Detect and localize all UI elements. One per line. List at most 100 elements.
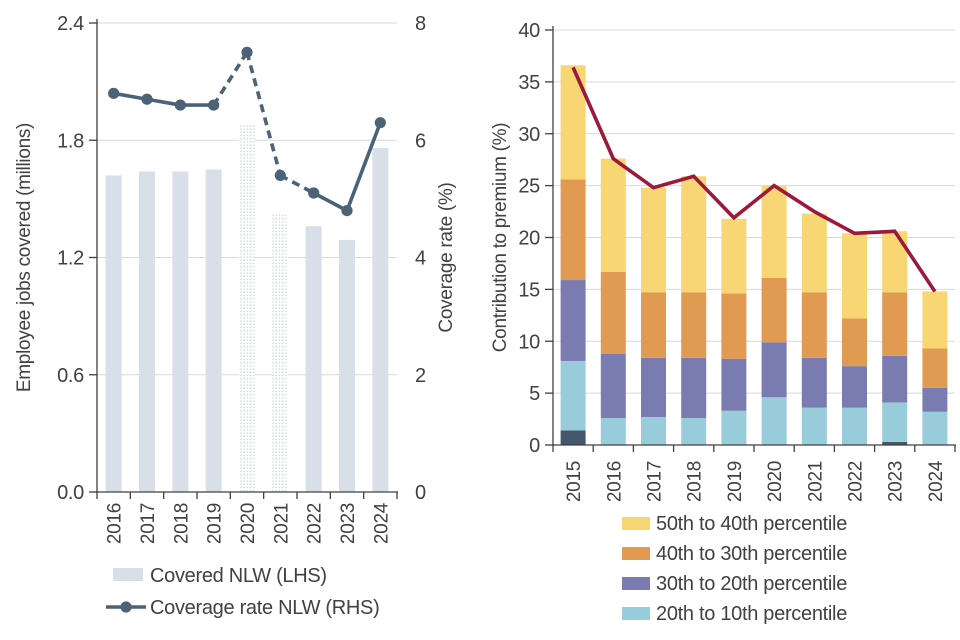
stack-seg-2024-s1 [922,411,948,445]
stack-seg-2022-s3 [842,318,867,367]
x-category-label: 2022 [305,503,326,544]
line-point-2020 [241,46,253,58]
x-category-label: 2016 [105,503,126,544]
bar-2016 [105,175,122,493]
stack-seg-2022-s2 [842,366,867,408]
x-category-label: 2021 [271,503,292,544]
x-category-label: 2020 [238,503,259,544]
stack-seg-2020-s3 [761,277,787,343]
x-category-label: 2015 [564,461,585,502]
x-category-label: 2024 [371,502,392,544]
y-tick-label: 10 [518,331,540,353]
x-category-label: 2024 [926,460,947,502]
legend-swatch [622,517,650,530]
stack-seg-2015-s1 [560,360,586,431]
stack-seg-2023-s4 [882,231,908,293]
stack-seg-2018-s3 [681,292,707,358]
premium-line [571,66,937,293]
stack-seg-2020-s2 [761,342,787,398]
y-axis-title-right: Coverage rate (%) [436,182,457,332]
line-point-2022 [308,187,320,199]
y-tick-label: 40 [518,20,540,42]
bar-2022 [305,226,322,492]
legend-swatch [622,607,650,620]
stack-seg-2018-s1 [681,418,707,445]
y-tick-label: 30 [518,124,540,146]
bar-2021 [272,214,289,492]
stack-seg-2017-s4 [641,187,666,293]
x-category-label: 2023 [338,503,359,544]
x-category-label: 2020 [765,461,786,502]
y-tick-label-left: 0.6 [57,365,84,387]
y-tick-label-left: 2.4 [57,13,84,35]
x-category-label: 2017 [645,461,666,502]
stack-seg-2016-s1 [600,418,626,445]
stack-seg-2016-s4 [600,158,626,272]
stack-seg-2019-s4 [721,218,747,294]
x-category-label: 2018 [171,503,192,544]
stack-seg-2023-s3 [882,292,908,356]
stack-seg-2021-s4 [801,213,827,293]
line-point-2024 [374,117,386,129]
coverage-line-segment [279,173,315,195]
y-tick-label: 0 [529,435,540,457]
y-axis-title-left: Employee jobs covered (millions) [14,123,35,392]
line-point-2021 [274,169,286,182]
x-category-label: 2016 [604,461,625,502]
stack-seg-2022-s1 [842,407,867,445]
stack-seg-2017-s1 [641,416,666,445]
left-legend: Covered NLW (LHS) Coverage rate NLW (RHS) [106,565,380,619]
legend-line-dot [120,601,132,613]
stack-seg-2020-s1 [761,397,787,445]
coverage-line-segment [345,122,383,212]
legend-swatch-bar [113,568,143,581]
legend-swatch [622,547,650,560]
y-tick-label-right: 2 [415,365,426,387]
coverage-line-segment [113,91,148,101]
coverage-line-segment [146,97,181,107]
stack-seg-2018-s4 [681,176,707,293]
stack-seg-2024-s2 [922,387,948,412]
bar-2018 [172,171,189,492]
legend-label: Coverage rate NLW (RHS) [150,597,379,619]
x-category-label: 2017 [138,503,159,544]
left-chart: 0.0 0.6 1.2 1.8 2.4 0 2 4 6 8 2016 2017 2018 2019 2020… [14,13,457,619]
x-category-label: 2023 [886,461,907,502]
stack-seg-2015-s4 [560,65,586,180]
bar-2024 [372,148,389,493]
right-chart: 0 5 10 15 20 25 30 35 40 2015 2016 2017 2018 2019 2020… [490,20,956,625]
stack-seg-2016-s3 [600,271,626,354]
bar-2017 [139,171,155,492]
coverage-line-segment [245,51,283,176]
x-category-label: 2019 [205,503,226,544]
stack-seg-2019-s1 [721,410,747,445]
y-axis-title: Contribution to premium (%) [490,123,511,352]
stack-seg-2024-s3 [922,348,948,388]
y-tick-label: 15 [518,279,540,301]
right-legend: 50th to 40th percentile 40th to 30th perc… [622,513,847,625]
bar-2023 [339,239,355,492]
stack-seg-2019-s3 [721,293,747,359]
y-tick-label: 20 [518,228,540,250]
x-category-label: 2019 [725,461,746,502]
y-tick-label-left: 0.0 [57,482,84,504]
coverage-line-segment [312,191,348,213]
line-point-2018 [174,99,186,111]
bar-2020 [239,124,255,492]
stack-seg-2021-s2 [801,357,827,408]
line-point-2017 [141,93,153,105]
stack-seg-2015-s0 [560,430,586,445]
coverage-line-segment [212,51,249,107]
stack-seg-2022-s4 [842,233,867,319]
stack-seg-2015-s2 [560,280,586,361]
y-tick-label-right: 6 [415,130,426,152]
stack-seg-2017-s3 [641,292,666,358]
stack-seg-2018-s2 [681,357,707,419]
line-point-2016 [108,87,120,99]
y-tick-label-left: 1.2 [57,248,84,270]
y-tick-label: 25 [518,176,540,198]
y-tick-label-left: 1.8 [57,130,84,152]
bar-2019 [205,169,222,492]
legend-label: 50th to 40th percentile [656,513,847,535]
